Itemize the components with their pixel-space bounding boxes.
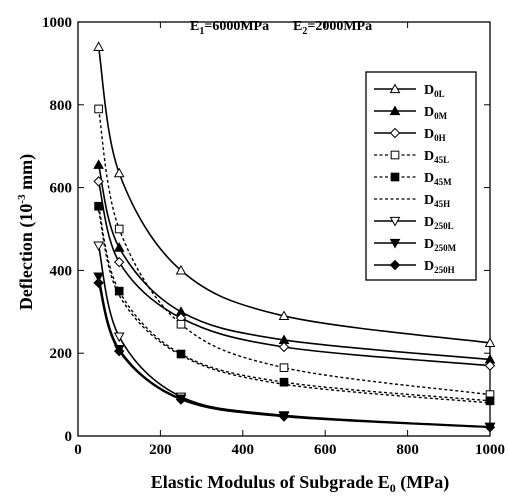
- legend-label: D45L: [424, 149, 449, 165]
- data-point-d45l: [176, 319, 186, 329]
- legend-label: D250H: [424, 259, 455, 275]
- legend-entry-d0h: D0H: [374, 127, 446, 143]
- axis-ticks: 0 200 400 600 800 1000 0 200 400 600 800 1000: [42, 15, 505, 458]
- legend-entry-d250m: D250M: [374, 237, 457, 253]
- data-point-d45m: [279, 377, 289, 387]
- data-point-d0h: [93, 176, 104, 187]
- y-axis-title: Deflection (10-3 mm): [16, 154, 37, 310]
- series-line-d0h: [97, 181, 491, 367]
- series-line-d0m: [97, 164, 491, 361]
- legend-marker: [390, 150, 400, 160]
- legend-entry-d45l: D45L: [374, 149, 449, 165]
- data-point-d0m: [93, 159, 104, 169]
- legend-marker: [390, 172, 400, 182]
- plot-frame: [77, 21, 491, 437]
- data-point-d0l: [278, 310, 290, 321]
- series-line-d45l: [97, 108, 491, 396]
- series-d250m: [93, 272, 496, 433]
- y-tick-label: 400: [50, 263, 73, 279]
- x-tick-label: 200: [149, 442, 172, 458]
- x-tick-label: 600: [314, 442, 337, 458]
- x-axis-title: Elastic Modulus of Subgrade E0 (MPa): [151, 472, 450, 495]
- legend-marker: [389, 259, 401, 271]
- legend-entry-d0l: D0L: [374, 83, 445, 99]
- data-point-d250h: [113, 345, 125, 357]
- data-point-d250h: [484, 422, 496, 433]
- y-tick-label: 0: [65, 429, 73, 445]
- annotation-e1: E1=6000MPa: [190, 19, 269, 37]
- data-point-d0l: [484, 337, 496, 347]
- data-point-d45m: [176, 349, 186, 359]
- legend-label: D45H: [424, 193, 450, 209]
- series-line-d250h: [97, 282, 491, 429]
- x-tick-label: 800: [396, 442, 419, 458]
- data-point-d45m: [485, 396, 495, 406]
- series-line-d250m: [97, 276, 491, 428]
- data-point-d45l: [279, 363, 289, 373]
- data-point-d250h: [278, 411, 290, 422]
- series-d0l: [93, 41, 496, 347]
- legend-label: D0M: [424, 105, 448, 121]
- legend-marker: [389, 83, 401, 94]
- y-tick-label: 600: [50, 181, 73, 197]
- legend-label: D45M: [424, 171, 452, 187]
- y-tick-label: 1000: [42, 15, 72, 31]
- legend-entry-d45m: D45M: [374, 171, 452, 187]
- data-point-d0h: [278, 341, 290, 353]
- data-point-d250l: [93, 241, 104, 252]
- legend-entry-d250l: D250L: [374, 215, 454, 231]
- legend-marker: [389, 216, 401, 227]
- x-tick-label: 400: [232, 442, 255, 458]
- x-tick-label: 1000: [475, 442, 505, 458]
- legend-entry-d250h: D250H: [374, 259, 455, 275]
- series-line-d45m: [97, 206, 491, 402]
- data-point-d45l: [94, 104, 103, 114]
- data-point-d0l: [113, 167, 125, 178]
- data-point-d0h: [484, 360, 496, 371]
- x-tick-label: 0: [74, 442, 82, 458]
- data-point-d45l: [114, 224, 124, 234]
- legend: D0L D0M D0H D45L D45M D45H D250L D250M D250H: [365, 71, 477, 281]
- legend-marker: [389, 127, 401, 139]
- legend-entry-d45h: D45H: [374, 193, 450, 209]
- data-point-d250h: [175, 394, 187, 405]
- series-layer: [93, 41, 496, 433]
- plot-area-border: [77, 21, 491, 437]
- data-point-d0m: [113, 242, 125, 252]
- data-point-d45m: [114, 286, 124, 296]
- legend-label: D250M: [424, 237, 457, 253]
- series-d45m: [94, 201, 495, 406]
- annotation-e2: E2=2000MPa: [293, 19, 372, 37]
- legend-label: D250L: [424, 215, 454, 231]
- data-point-d250h: [93, 277, 104, 289]
- y-tick-label: 200: [50, 346, 73, 362]
- series-d250h: [93, 277, 496, 433]
- data-point-d0h: [113, 256, 125, 268]
- data-point-d0l: [93, 41, 104, 51]
- legend-label: D0H: [424, 127, 446, 143]
- data-point-d250l: [113, 332, 125, 343]
- legend-box: [365, 71, 477, 281]
- data-point-d250m: [93, 272, 104, 283]
- y-tick-label: 800: [50, 98, 73, 114]
- legend-label: D0L: [424, 83, 445, 99]
- data-point-d45m: [94, 201, 103, 211]
- legend-marker: [389, 238, 401, 249]
- data-point-d0l: [175, 264, 187, 275]
- legend-entry-d0m: D0M: [374, 105, 448, 121]
- legend-marker: [389, 105, 401, 116]
